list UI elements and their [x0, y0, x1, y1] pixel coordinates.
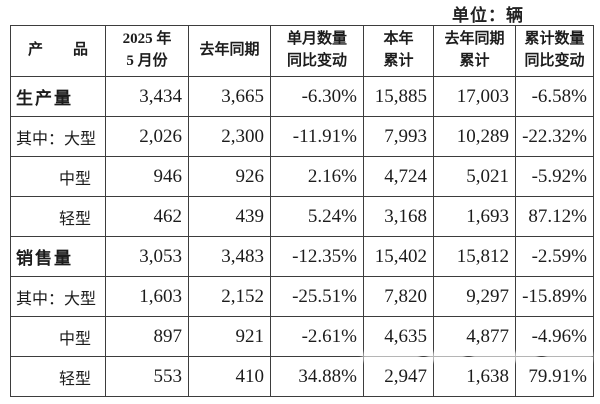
cell-value: -22.32% [515, 116, 594, 157]
cell-value: 9,297 [433, 276, 516, 317]
cell-value: 15,402 [363, 236, 434, 277]
row-label: 生产量 [10, 76, 106, 117]
cell-value: 926 [188, 156, 271, 197]
row-label: 轻型 [10, 356, 106, 397]
cell-value: 3,053 [105, 236, 189, 277]
row-label: 其中：大型 [10, 276, 106, 317]
cell-value: 2.16% [270, 156, 364, 197]
header-text: 累计 [383, 53, 414, 69]
cell-value: -6.58% [515, 76, 594, 117]
header-text: 同比变动 [524, 53, 585, 69]
cell-value: 34.88% [270, 356, 364, 397]
table-row-production-light: 轻型 462 439 5.24% 3,168 1,693 87.12% [10, 196, 594, 237]
header-text: 产 品 [27, 42, 88, 59]
cell-value: 10,289 [433, 116, 516, 157]
cell-value: -15.89% [515, 276, 594, 317]
cell-value: 2,947 [363, 356, 434, 397]
cell-value: 3,665 [188, 76, 271, 117]
cell-value: 4,724 [363, 156, 434, 197]
cell-value: 2,152 [188, 276, 271, 317]
cell-value: 1,638 [433, 356, 516, 397]
cell-value: -11.91% [270, 116, 364, 157]
cell-value: 5.24% [270, 196, 364, 237]
header-text: 累计 [459, 53, 490, 69]
column-header-last-year-ytd: 去年同期 累计 [433, 25, 516, 77]
cell-value: 5,021 [433, 156, 516, 197]
cell-value: 17,003 [433, 76, 516, 117]
cell-value: -2.59% [515, 236, 594, 277]
column-header-product: 产 品 [10, 25, 106, 77]
cell-value: -6.30% [270, 76, 364, 117]
column-header-ytd-total: 本年 累计 [363, 25, 434, 77]
cell-value: 439 [188, 196, 271, 237]
column-header-last-year-same-period: 去年同期 [188, 25, 271, 77]
row-label: 中型 [10, 316, 106, 357]
row-label: 中型 [10, 156, 106, 197]
table-row-production-medium: 中型 946 926 2.16% 4,724 5,021 -5.92% [10, 156, 594, 197]
table-row-sales-total: 销售量 3,053 3,483 -12.35% 15,402 15,812 -2… [10, 236, 594, 277]
cell-value: 921 [188, 316, 271, 357]
cell-value: 4,877 [433, 316, 516, 357]
unit-label: 单位：辆 [452, 6, 524, 25]
cell-value: 410 [188, 356, 271, 397]
cell-value: 1,693 [433, 196, 516, 237]
cell-value: -25.51% [270, 276, 364, 317]
header-text: 2025 年 [122, 31, 172, 48]
cell-value: 1,603 [105, 276, 189, 317]
cell-value: 87.12% [515, 196, 594, 237]
row-label: 轻型 [10, 196, 106, 237]
cell-value: 4,635 [363, 316, 434, 357]
header-text: 同比变动 [286, 53, 347, 69]
header-text: 去年同期 [444, 31, 505, 48]
header-text: 5 月份 [126, 53, 168, 69]
header-text: 单月数量 [286, 31, 347, 48]
cell-value: 3,483 [188, 236, 271, 277]
cell-value: 3,434 [105, 76, 189, 117]
cell-value: -4.96% [515, 316, 594, 357]
table-body: 生产量 3,434 3,665 -6.30% 15,885 17,003 -6.… [10, 76, 594, 397]
row-label: 销售量 [10, 236, 106, 277]
table-row-production-large: 其中：大型 2,026 2,300 -11.91% 7,993 10,289 -… [10, 116, 594, 157]
cell-value: 2,300 [188, 116, 271, 157]
cell-value: 462 [105, 196, 189, 237]
header-text: 本年 [383, 31, 414, 48]
cell-value: 2,026 [105, 116, 189, 157]
cell-value: 79.91% [515, 356, 594, 397]
table-row-sales-light: 轻型 553 410 34.88% 2,947 1,638 79.91% [10, 356, 594, 397]
cell-value: -12.35% [270, 236, 364, 277]
cell-value: 7,993 [363, 116, 434, 157]
cell-value: 7,820 [363, 276, 434, 317]
cell-value: 15,885 [363, 76, 434, 117]
cell-value: 897 [105, 316, 189, 357]
cell-value: 553 [105, 356, 189, 397]
cell-value: -5.92% [515, 156, 594, 197]
column-header-may-2025: 2025 年 5 月份 [105, 25, 189, 77]
cell-value: 3,168 [363, 196, 434, 237]
row-label: 其中：大型 [10, 116, 106, 157]
column-header-cumulative-yoy-change: 累计数量 同比变动 [515, 25, 594, 77]
table-row-sales-medium: 中型 897 921 -2.61% 4,635 4,877 -4.96% [10, 316, 594, 357]
table-row-sales-large: 其中：大型 1,603 2,152 -25.51% 7,820 9,297 -1… [10, 276, 594, 317]
header-text: 累计数量 [524, 31, 585, 48]
cell-value: 946 [105, 156, 189, 197]
cell-value: -2.61% [270, 316, 364, 357]
header-text: 去年同期 [199, 42, 260, 59]
column-header-monthly-yoy-change: 单月数量 同比变动 [270, 25, 364, 77]
table-row-production-total: 生产量 3,434 3,665 -6.30% 15,885 17,003 -6.… [10, 76, 594, 117]
cell-value: 15,812 [433, 236, 516, 277]
